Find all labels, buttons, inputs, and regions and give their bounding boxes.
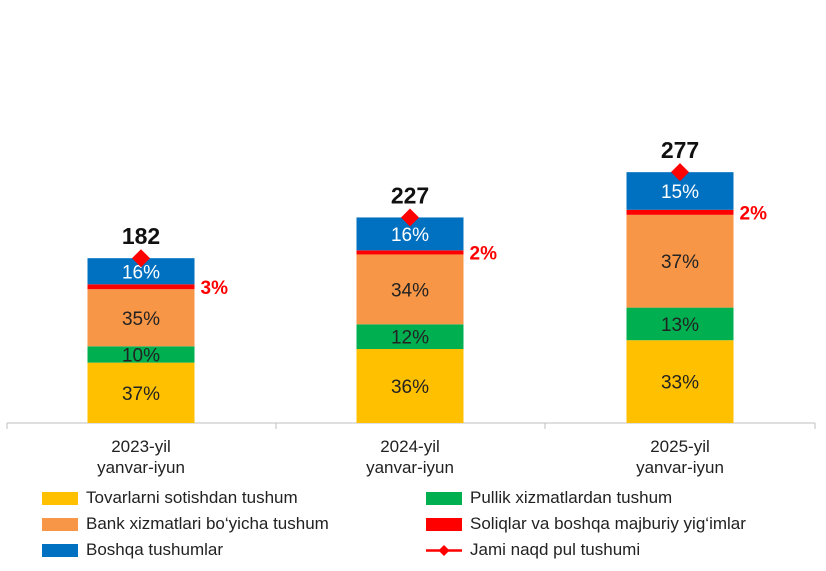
data-label-bank-xizmatlari-bo-yicha-tushum-1: 34% (391, 280, 429, 301)
bar-bank-xizmatlari-bo-yicha-tushum-2 (626, 214, 734, 308)
bar-pullik-xizmatlardan-tushum-1 (356, 324, 464, 350)
total-marker-2 (671, 163, 689, 182)
data-label-boshqa-tushumlar-1: 16% (391, 225, 429, 246)
data-label-soliqlar-va-boshqa-majburiy-yig-imlar-2: 2% (740, 203, 768, 224)
data-label-boshqa-tushumlar-2: 15% (661, 182, 699, 203)
total-label-0: 182 (122, 223, 160, 249)
bar-soliqlar-va-boshqa-majburiy-yig-imlar-2 (626, 209, 734, 215)
data-label-bank-xizmatlari-bo-yicha-tushum-0: 35% (122, 309, 160, 330)
data-label-pullik-xizmatlardan-tushum-2: 13% (661, 315, 699, 336)
x-tick-label-0-1: yanvar-iyun (97, 458, 185, 477)
data-label-soliqlar-va-boshqa-majburiy-yig-imlar-1: 2% (470, 243, 498, 264)
data-label-pullik-xizmatlardan-tushum-1: 12% (391, 328, 429, 349)
x-tick-label-1-0: 2024-yil (380, 437, 440, 456)
data-label-bank-xizmatlari-bo-yicha-tushum-2: 37% (661, 252, 699, 273)
bar-tovarlarni-sotishdan-tushum-0 (87, 362, 195, 423)
bar-tovarlarni-sotishdan-tushum-2 (626, 340, 734, 423)
total-label-2: 277 (661, 137, 699, 163)
x-tick-label-2-0: 2025-yil (650, 437, 710, 456)
bar-soliqlar-va-boshqa-majburiy-yig-imlar-1 (356, 250, 464, 255)
total-marker-0 (132, 249, 150, 268)
data-label-tovarlarni-sotishdan-tushum-1: 36% (391, 377, 429, 398)
bar-tovarlarni-sotishdan-tushum-1 (356, 349, 464, 423)
data-label-soliqlar-va-boshqa-majburiy-yig-imlar-0: 3% (201, 278, 229, 299)
bar-bank-xizmatlari-bo-yicha-tushum-0 (87, 289, 195, 347)
data-label-tovarlarni-sotishdan-tushum-0: 37% (122, 384, 160, 405)
bar-bank-xizmatlari-bo-yicha-tushum-1 (356, 254, 464, 325)
total-marker-1 (401, 208, 419, 227)
x-tick-label-1-1: yanvar-iyun (366, 458, 454, 477)
data-label-pullik-xizmatlardan-tushum-0: 10% (122, 345, 160, 366)
bar-soliqlar-va-boshqa-majburiy-yig-imlar-0 (87, 284, 195, 290)
bar-pullik-xizmatlardan-tushum-2 (626, 307, 734, 341)
data-label-tovarlarni-sotishdan-tushum-2: 33% (661, 373, 699, 394)
data-label-boshqa-tushumlar-0: 16% (122, 262, 160, 283)
x-tick-label-0-0: 2023-yil (111, 437, 171, 456)
bar-pullik-xizmatlardan-tushum-0 (87, 346, 195, 363)
x-tick-label-2-1: yanvar-iyun (636, 458, 724, 477)
total-label-1: 227 (391, 182, 429, 208)
